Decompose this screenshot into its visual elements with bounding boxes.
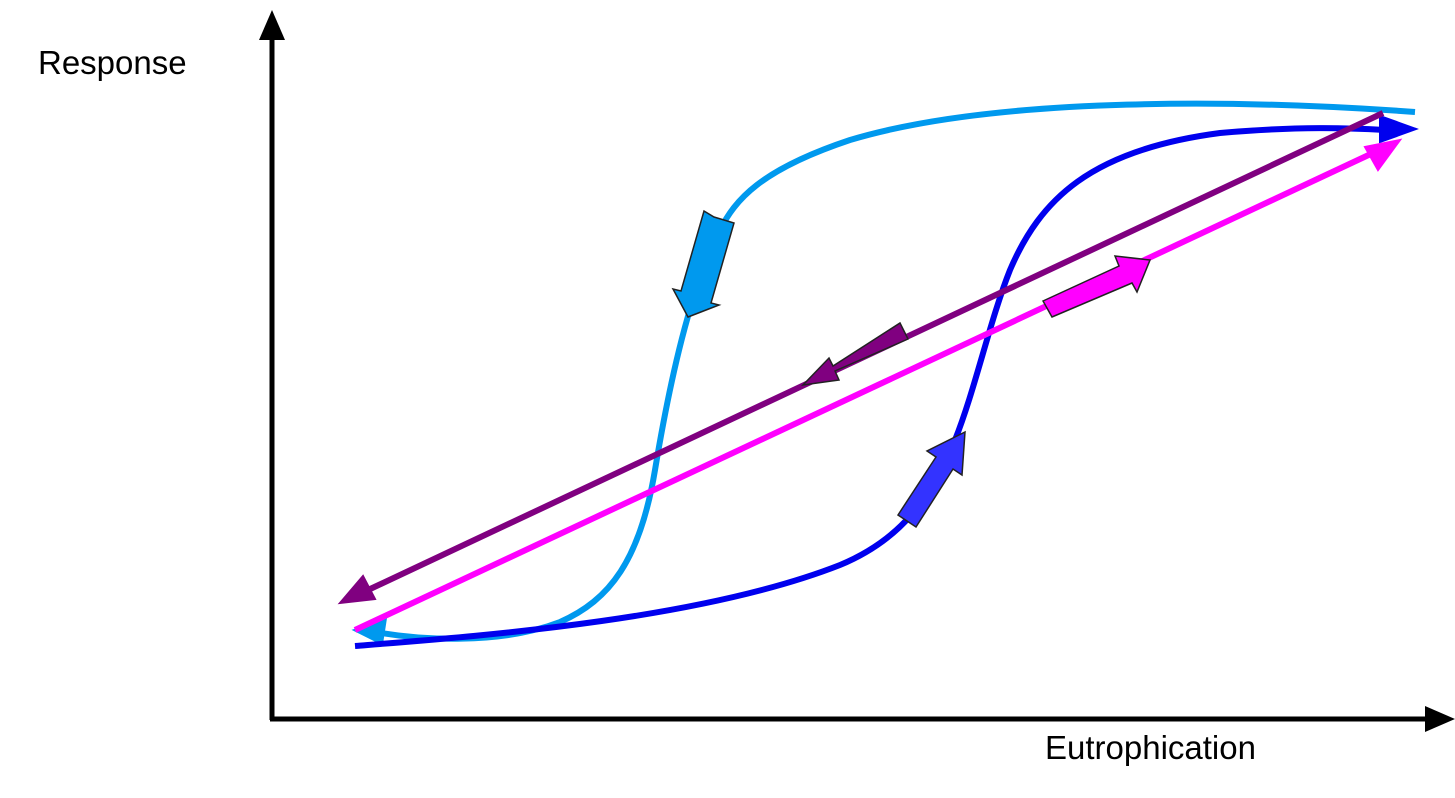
recovery-curve-line <box>374 100 1416 642</box>
eutrophication-curve-line <box>354 125 1386 649</box>
y-axis-arrowhead <box>259 10 285 40</box>
recovery-curve <box>351 100 1416 646</box>
linear-eutrophication <box>353 138 1403 633</box>
x-axis-label: Eutrophication <box>1045 729 1256 766</box>
linear-recovery-arrowhead <box>337 574 377 605</box>
y-axis-label: Response <box>38 44 187 81</box>
eutrophication-curve-arrowhead <box>1379 114 1419 144</box>
block-arrow-linear-recovery <box>800 321 910 387</box>
block-arrow-linear-eutrophication <box>1041 255 1152 318</box>
eutrophication-curve <box>354 114 1419 649</box>
linear-eutrophication-line <box>353 149 1377 633</box>
block-arrow-recovery-curve <box>671 209 735 318</box>
block-arrow-eutrophication-curve <box>896 430 966 529</box>
x-axis-arrowhead <box>1425 706 1455 732</box>
linear-eutrophication-arrowhead <box>1363 138 1403 172</box>
axes <box>259 10 1455 732</box>
